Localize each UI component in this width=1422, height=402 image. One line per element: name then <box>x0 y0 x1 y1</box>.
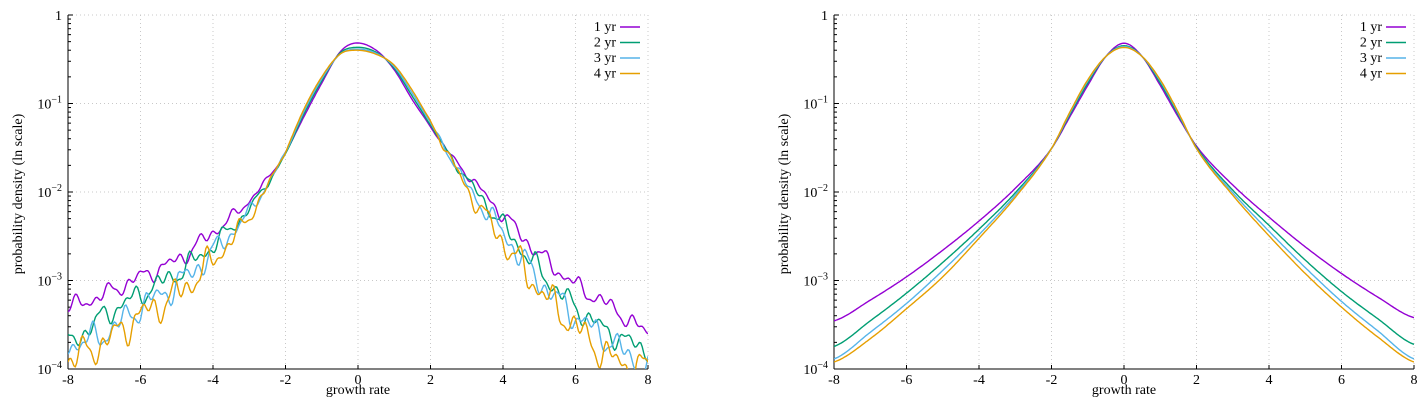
x-tick-label: 4 <box>500 373 507 388</box>
x-tick-label: -6 <box>135 373 147 388</box>
x-tick-label: -4 <box>973 373 985 388</box>
series-line-1yr <box>68 42 648 335</box>
series-line-3yr <box>68 48 648 369</box>
legend-label: 4 yr <box>594 67 617 82</box>
y-tick-label: 10−3 <box>37 272 62 290</box>
series-line-4yr <box>834 46 1414 363</box>
x-tick-label: 0 <box>355 373 362 388</box>
y-axis-title: probability density (ln scale) <box>11 113 26 274</box>
series-line-3yr <box>834 45 1414 360</box>
series-line-4yr <box>68 49 648 369</box>
y-tick-label: 10−4 <box>37 360 62 378</box>
series-line-2yr <box>834 45 1414 348</box>
x-tick-label: 0 <box>1121 373 1128 388</box>
y-axis-title: probability density (ln scale) <box>777 113 792 274</box>
x-tick-label: 4 <box>1266 373 1273 388</box>
legend: 1 yr2 yr3 yr4 yr <box>1360 20 1406 82</box>
x-tick-label: 8 <box>645 373 652 388</box>
y-tick-label: 10−2 <box>803 183 828 201</box>
legend: 1 yr2 yr3 yr4 yr <box>594 20 640 82</box>
legend-label: 2 yr <box>1360 36 1383 51</box>
x-tick-label: -6 <box>901 373 913 388</box>
x-tick-label: -2 <box>1046 373 1058 388</box>
x-tick-label: 2 <box>1193 373 1200 388</box>
x-tick-label: -8 <box>828 373 840 388</box>
legend-label: 2 yr <box>594 36 617 51</box>
x-tick-label: -8 <box>62 373 74 388</box>
legend-label: 1 yr <box>1360 20 1383 35</box>
y-tick-label: 10−3 <box>803 272 828 290</box>
legend-label: 3 yr <box>1360 51 1383 66</box>
right-chart-fitted: -8 -6 -4 -2 0 2 4 6 8 10−4 10−3 10−2 10−1 1 growth rat… <box>777 9 1418 398</box>
legend-label: 4 yr <box>1360 67 1383 82</box>
series-line-1yr <box>834 42 1414 322</box>
y-tick-label: 1 <box>821 9 828 24</box>
y-tick-label: 10−1 <box>803 95 828 113</box>
y-tick-label: 1 <box>55 9 62 24</box>
y-tick-label: 10−2 <box>37 183 62 201</box>
x-tick-label: 6 <box>572 373 579 388</box>
x-axis-title: growth rate <box>1092 383 1156 398</box>
x-tick-label: 8 <box>1411 373 1418 388</box>
series-line-2yr <box>68 46 648 362</box>
x-tick-label: -2 <box>280 373 292 388</box>
y-tick-label: 10−1 <box>37 95 62 113</box>
legend-label: 1 yr <box>594 20 617 35</box>
legend-label: 3 yr <box>594 51 617 66</box>
left-chart-empirical: -8 -6 -4 -2 0 2 4 6 8 10−4 10−3 10−2 10−1 1 growth rat… <box>11 9 652 398</box>
x-tick-label: 6 <box>1338 373 1345 388</box>
x-axis-title: growth rate <box>326 383 390 398</box>
x-tick-label: 2 <box>427 373 434 388</box>
y-tick-label: 10−4 <box>803 360 828 378</box>
x-tick-label: -4 <box>207 373 219 388</box>
